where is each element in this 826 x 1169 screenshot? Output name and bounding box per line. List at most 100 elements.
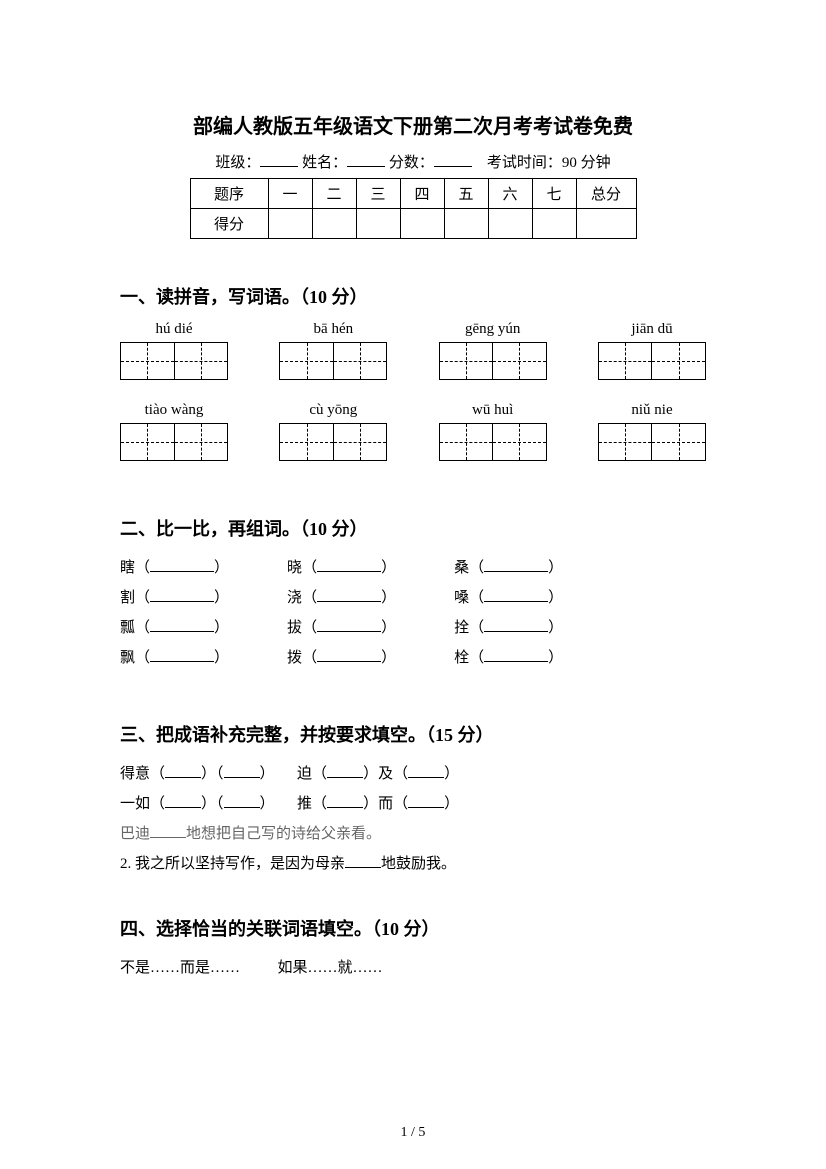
name-label: 姓名： [302,155,347,171]
pinyin-label: bā hén [279,321,387,338]
pinyin-row: tiào wàng cù yōng wū huì niǔ nie [120,402,706,461]
compare-item: 瓢（） [120,613,229,643]
hanzi-box[interactable] [439,342,547,380]
table-cell[interactable] [312,209,356,239]
table-cell: 题序 [190,179,268,209]
table-cell[interactable] [400,209,444,239]
fill-blank[interactable] [484,588,548,602]
hanzi-box[interactable] [439,423,547,461]
pinyin-item: cù yōng [279,402,387,461]
fill-blank[interactable] [484,618,548,632]
table-cell[interactable] [356,209,400,239]
pinyin-item: wū huì [439,402,547,461]
table-cell: 二 [312,179,356,209]
compare-item: 拔（） [287,613,396,643]
fill-blank[interactable] [317,588,381,602]
pinyin-item: gēng yún [439,321,547,380]
fill-blank[interactable] [317,558,381,572]
table-row: 得分 [190,209,636,239]
fill-blank[interactable] [150,618,214,632]
class-label: 班级： [215,155,260,171]
hanzi-box[interactable] [279,342,387,380]
score-table: 题序 一 二 三 四 五 六 七 总分 得分 [190,178,637,239]
compare-item: 桑（） [454,553,563,583]
fill-blank[interactable] [408,794,444,808]
exam-time-label: 考试时间：90 分钟 [487,155,611,171]
class-blank[interactable] [260,153,298,167]
pinyin-row: hú dié bā hén gēng yún jiān dū [120,321,706,380]
pinyin-label: gēng yún [439,321,547,338]
pinyin-item: niǔ nie [598,402,706,461]
table-cell[interactable] [532,209,576,239]
pinyin-label: hú dié [120,321,228,338]
compare-item: 拴（） [454,613,563,643]
idiom-sentence-2: 2. 我之所以坚持写作，是因为母亲地鼓励我。 [120,849,706,879]
pinyin-item: bā hén [279,321,387,380]
pinyin-label: jiān dū [598,321,706,338]
table-cell: 六 [488,179,532,209]
q4-options: 不是……而是…… 如果……就…… [120,953,706,983]
compare-row: 瓢（） 拔（） 拴（） [120,613,706,643]
q4-option-1: 不是……而是…… [120,960,240,976]
fill-blank[interactable] [150,648,214,662]
fill-blank[interactable] [317,648,381,662]
compare-item: 嗓（） [454,583,563,613]
score-blank[interactable] [434,153,472,167]
table-cell[interactable] [488,209,532,239]
hanzi-box[interactable] [279,423,387,461]
compare-item: 拨（） [287,643,396,673]
pinyin-item: jiān dū [598,321,706,380]
compare-row: 瞎（） 晓（） 桑（） [120,553,706,583]
fill-blank[interactable] [150,558,214,572]
hanzi-box[interactable] [598,342,706,380]
q3-heading: 三、把成语补充完整，并按要求填空。（15 分） [120,721,706,747]
fill-blank[interactable] [327,794,363,808]
table-cell: 四 [400,179,444,209]
table-cell[interactable] [444,209,488,239]
compare-item: 晓（） [287,553,396,583]
compare-item: 瞎（） [120,553,229,583]
compare-item: 栓（） [454,643,563,673]
fill-blank[interactable] [224,764,260,778]
table-cell: 总分 [576,179,636,209]
fill-blank[interactable] [224,794,260,808]
fill-blank[interactable] [317,618,381,632]
compare-item: 浇（） [287,583,396,613]
fill-blank[interactable] [327,764,363,778]
score-label: 分数： [389,155,434,171]
page-title: 部编人教版五年级语文下册第二次月考考试卷免费 [120,110,706,139]
compare-item: 割（） [120,583,229,613]
compare-grid: 瞎（） 晓（） 桑（） 割（） 浇（） 嗓（） 瓢（） 拔（） 拴（） 飘（） … [120,553,706,673]
pinyin-label: tiào wàng [120,402,228,419]
fill-blank[interactable] [150,588,214,602]
hanzi-box[interactable] [120,423,228,461]
hanzi-box[interactable] [598,423,706,461]
table-cell: 一 [268,179,312,209]
pinyin-item: hú dié [120,321,228,380]
fill-blank[interactable] [484,558,548,572]
meta-line: 班级： 姓名： 分数： 考试时间：90 分钟 [120,151,706,172]
q4-heading: 四、选择恰当的关联词语填空。（10 分） [120,915,706,941]
compare-row: 飘（） 拨（） 栓（） [120,643,706,673]
table-cell[interactable] [576,209,636,239]
name-blank[interactable] [347,153,385,167]
hanzi-box[interactable] [120,342,228,380]
table-cell[interactable] [268,209,312,239]
fill-blank[interactable] [165,764,201,778]
table-cell: 三 [356,179,400,209]
table-row: 题序 一 二 三 四 五 六 七 总分 [190,179,636,209]
compare-item: 飘（） [120,643,229,673]
table-cell: 七 [532,179,576,209]
pinyin-item: tiào wàng [120,402,228,461]
fill-blank[interactable] [150,824,186,838]
fill-blank[interactable] [165,794,201,808]
q2-heading: 二、比一比，再组词。（10 分） [120,515,706,541]
pinyin-label: cù yōng [279,402,387,419]
idiom-line: 得意（）（） 迫（）及（） [120,759,706,789]
fill-blank[interactable] [484,648,548,662]
pinyin-label: niǔ nie [598,402,706,419]
idiom-sentence-1: 巴迪地想把自己写的诗给父亲看。 [120,819,706,849]
fill-blank[interactable] [345,854,381,868]
fill-blank[interactable] [408,764,444,778]
idiom-block: 得意（）（） 迫（）及（） 一如（）（） 推（）而（） 巴迪地想把自己写的诗给父… [120,759,706,879]
